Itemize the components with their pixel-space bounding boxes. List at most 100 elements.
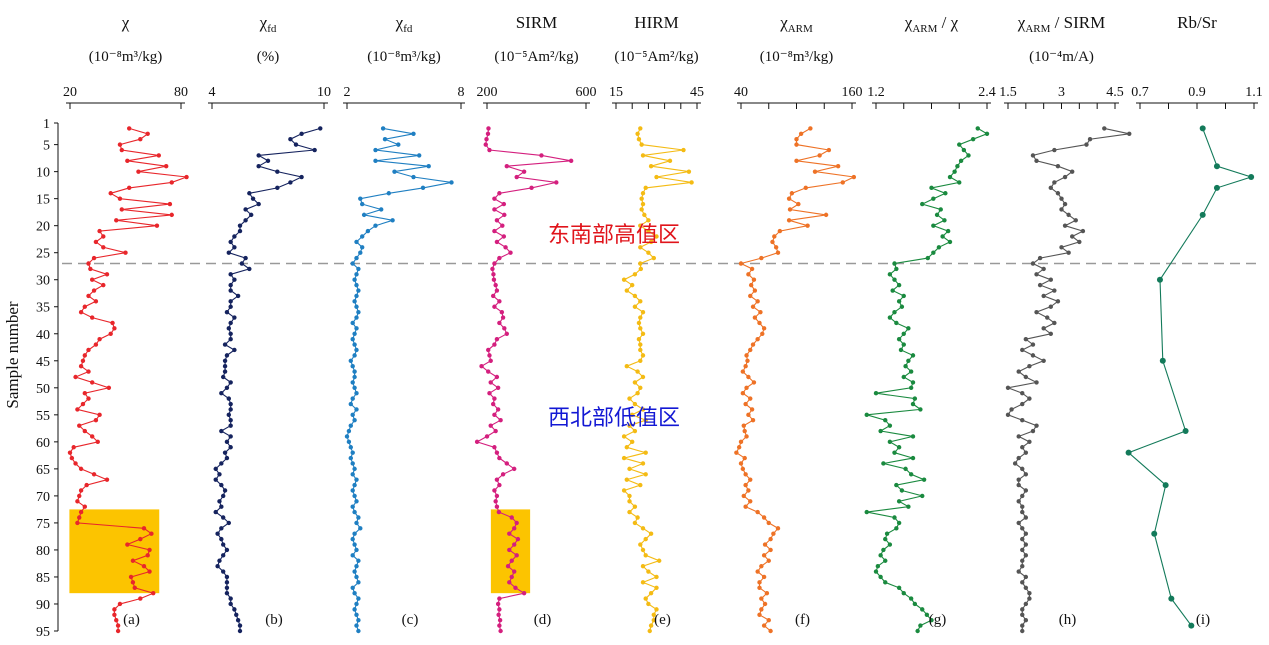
data-point xyxy=(878,574,883,580)
data-point xyxy=(169,180,174,185)
series-line xyxy=(1127,128,1254,626)
data-point xyxy=(755,299,760,304)
data-point xyxy=(1182,428,1189,435)
data-point xyxy=(1213,163,1220,170)
data-point xyxy=(884,531,890,536)
data-point xyxy=(293,142,299,147)
data-point xyxy=(1066,250,1071,255)
data-point xyxy=(78,488,84,493)
data-point xyxy=(638,482,643,488)
data-point xyxy=(112,612,117,617)
panel-8: χARM / SIRM (10⁻⁴m/A) 1.5 3 4.5 (h) xyxy=(999,13,1132,634)
data-point xyxy=(1020,563,1025,569)
zone-low-label: 西北部低值区 xyxy=(548,406,680,431)
data-point xyxy=(931,223,936,228)
data-point xyxy=(1059,245,1064,250)
data-point xyxy=(646,228,651,234)
data-point xyxy=(906,326,911,331)
data-point xyxy=(741,493,746,499)
data-point xyxy=(228,407,233,412)
data-point xyxy=(915,628,920,634)
data-point xyxy=(812,169,818,174)
data-point xyxy=(896,499,902,504)
y-tick-label: 15 xyxy=(36,193,50,208)
data-point xyxy=(373,158,378,164)
data-point xyxy=(115,628,121,634)
data-point xyxy=(82,391,88,396)
data-point xyxy=(1055,164,1061,169)
data-point xyxy=(943,191,948,196)
data-point xyxy=(760,331,765,336)
data-point xyxy=(757,612,762,617)
data-point xyxy=(929,617,934,623)
data-point xyxy=(486,347,491,353)
data-point xyxy=(638,542,643,547)
data-point xyxy=(82,504,88,509)
data-point xyxy=(487,147,492,153)
data-point xyxy=(1020,536,1025,542)
data-point xyxy=(239,261,245,266)
data-point xyxy=(132,585,137,590)
data-point xyxy=(736,445,742,450)
data-point xyxy=(750,342,756,347)
data-point xyxy=(487,353,492,358)
data-point xyxy=(108,191,113,196)
x-tick-label: 1.1 xyxy=(1245,85,1263,100)
data-point xyxy=(138,596,143,601)
data-point xyxy=(354,391,359,396)
panel-unit: (10⁻⁸m³/kg) xyxy=(367,49,440,65)
data-point xyxy=(346,428,352,434)
data-point xyxy=(643,472,648,477)
data-point xyxy=(1062,201,1068,207)
data-point xyxy=(492,304,497,309)
data-point xyxy=(379,207,384,212)
data-point xyxy=(485,131,491,137)
data-point xyxy=(145,131,150,137)
data-point xyxy=(817,153,822,158)
data-point xyxy=(360,245,365,250)
panel-letter: (a) xyxy=(123,612,140,628)
data-point xyxy=(936,245,942,250)
data-point xyxy=(632,380,638,385)
data-point xyxy=(350,504,355,509)
panel-title: Rb/Sr xyxy=(1177,13,1217,32)
data-point xyxy=(1020,580,1025,585)
data-point xyxy=(141,526,147,531)
data-point xyxy=(93,342,99,347)
panel-title: χARM / χ xyxy=(904,13,959,35)
data-point xyxy=(794,137,799,142)
y-tick-label: 75 xyxy=(36,517,50,532)
data-point xyxy=(352,299,357,304)
data-point xyxy=(127,126,132,131)
data-point xyxy=(759,607,764,612)
data-point xyxy=(632,272,638,277)
data-point xyxy=(1052,320,1057,326)
data-point xyxy=(494,477,500,482)
y-tick-label: 45 xyxy=(36,355,50,370)
data-point xyxy=(215,531,220,536)
data-point xyxy=(352,369,357,374)
data-point xyxy=(222,488,228,493)
data-point xyxy=(892,277,897,282)
data-point xyxy=(759,255,764,261)
data-point xyxy=(761,515,767,520)
data-point xyxy=(507,580,512,585)
data-point xyxy=(1087,137,1093,142)
data-point xyxy=(1034,309,1039,315)
data-point xyxy=(382,137,388,142)
data-point xyxy=(840,180,845,185)
data-point xyxy=(365,228,371,234)
data-point xyxy=(1009,407,1014,412)
data-point xyxy=(1020,347,1025,353)
data-point xyxy=(1188,622,1195,629)
data-point xyxy=(352,509,357,515)
data-point xyxy=(219,461,224,466)
data-point xyxy=(494,336,500,342)
data-point xyxy=(497,191,502,196)
data-point xyxy=(299,131,304,137)
data-point xyxy=(1016,369,1021,374)
data-point xyxy=(1005,385,1011,391)
data-point xyxy=(224,580,230,585)
data-point xyxy=(360,201,365,207)
data-point xyxy=(521,169,527,174)
